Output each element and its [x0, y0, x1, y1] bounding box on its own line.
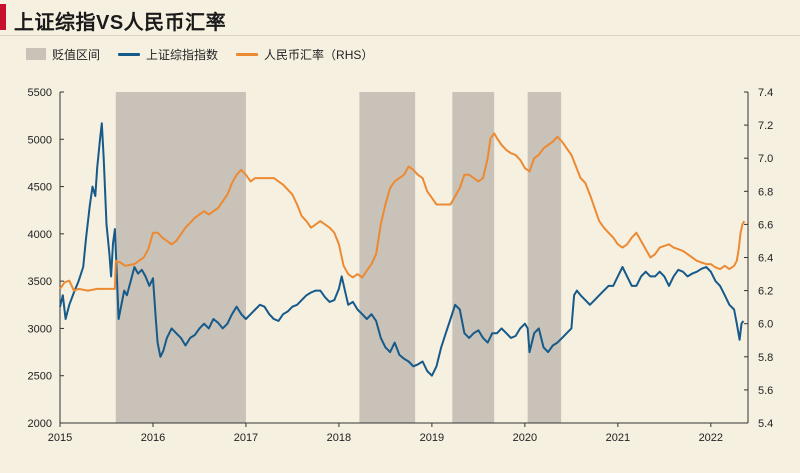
legend-label-cny: 人民币汇率（RHS）: [264, 47, 374, 62]
y-left-tick-label-4: 4000: [28, 229, 52, 241]
y-left-tick-label-3: 3500: [28, 276, 52, 288]
y-right-tick-label-2: 5.8: [758, 352, 773, 364]
y-left-tick-label-6: 5000: [28, 134, 52, 146]
y-right-tick-label-6: 6.6: [758, 219, 773, 231]
legend-label-depreciation: 贬值区间: [52, 47, 101, 62]
y-right-tick-label-9: 7.2: [758, 120, 773, 132]
x-tick-label-7: 2022: [699, 432, 723, 444]
depreciation-band-1: [359, 92, 416, 423]
chart-title: 上证综指VS人民币汇率: [14, 12, 227, 34]
depreciation-band-2: [452, 92, 495, 423]
x-tick-label-6: 2021: [606, 432, 630, 444]
depreciation-shades: [115, 92, 562, 423]
y-left-tick-label-5: 4500: [28, 182, 52, 194]
legend-item-depreciation: 贬值区间: [26, 46, 100, 63]
title-bar: 上证综指VS人民币汇率: [0, 0, 800, 36]
y-right-tick-label-5: 6.4: [758, 253, 773, 265]
y-left-tick-label-0: 2000: [28, 418, 52, 430]
y-left-tick-label-7: 5500: [28, 87, 52, 99]
x-tick-label-0: 2015: [48, 432, 72, 444]
depreciation-band-3: [527, 92, 562, 423]
legend-swatch-sse: [118, 52, 141, 56]
y-left-tick-label-1: 2500: [28, 371, 52, 383]
legend-swatch-depreciation: [26, 48, 46, 60]
y-right-tick-label-7: 6.8: [758, 186, 773, 198]
title-accent-bar: [0, 4, 6, 30]
y-right-tick-label-3: 6.0: [758, 319, 773, 331]
legend-swatch-cny: [236, 52, 259, 56]
y-right-tick-label-0: 5.4: [758, 418, 773, 430]
chart-lines: [59, 122, 746, 377]
x-tick-label-5: 2020: [513, 432, 537, 444]
y-left-tick-label-2: 3000: [28, 323, 52, 335]
y-right-tick-label-8: 7.0: [758, 153, 773, 165]
legend-item-cny: 人民币汇率（RHS）: [236, 46, 373, 63]
x-tick-label-1: 2016: [141, 432, 165, 444]
chart-axes: 2000 2500 3000 3500 4000 4500 5000 5500 5.4 5.6 5.…: [28, 87, 774, 444]
series-line-sse: [59, 122, 745, 377]
x-tick-label-2: 2017: [234, 432, 258, 444]
y-right-tick-label-4: 6.2: [758, 286, 773, 298]
depreciation-band-0: [115, 92, 246, 423]
title-divider: [0, 35, 800, 36]
x-tick-label-4: 2019: [420, 432, 444, 444]
chart-legend: 贬值区间 上证综指指数 人民币汇率（RHS）: [26, 46, 391, 62]
x-tick-label-3: 2018: [327, 432, 351, 444]
legend-item-sse: 上证综指指数: [118, 46, 218, 63]
y-right-tick-label-10: 7.4: [758, 87, 773, 99]
legend-label-sse: 上证综指指数: [146, 47, 219, 62]
series-line-cny: [59, 132, 746, 292]
y-right-tick-label-1: 5.6: [758, 385, 773, 397]
